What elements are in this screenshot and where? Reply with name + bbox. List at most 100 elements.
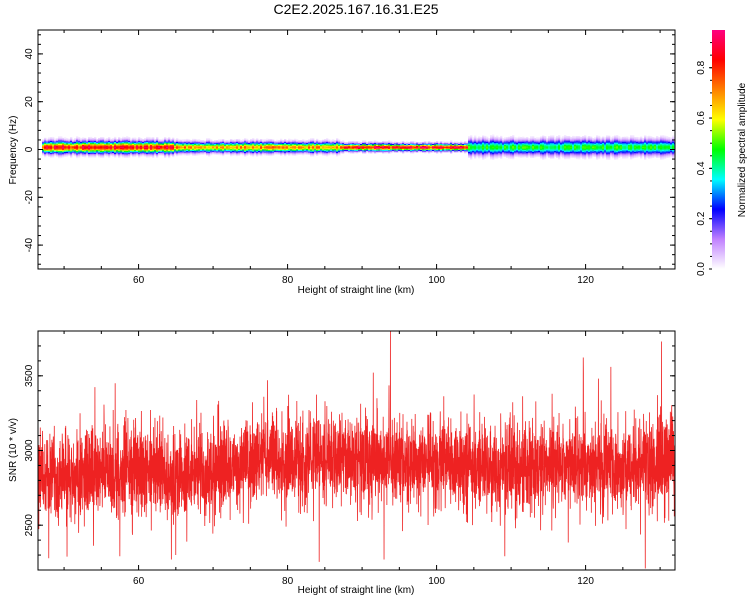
spectrogram-cell	[288, 147, 291, 149]
spectrogram-cell	[612, 143, 615, 146]
spectrogram-cell	[480, 152, 483, 155]
spectrogram-cell	[356, 142, 359, 144]
spectrogram-cell	[148, 154, 151, 157]
spectrogram-cell	[508, 136, 511, 139]
spectrogram-cell	[384, 148, 387, 150]
spectrogram-cell	[522, 137, 525, 140]
spectrogram-cell	[556, 148, 559, 150]
spectrogram-cell	[356, 148, 359, 150]
spectrogram-cell	[598, 147, 601, 150]
spectrogram-cell	[466, 146, 469, 148]
spectrogram-cell	[86, 140, 89, 142]
spectrogram-cell	[46, 150, 49, 153]
spectrogram-cell	[482, 151, 485, 153]
spectrogram-cell	[560, 153, 563, 155]
spectrogram-cell	[98, 142, 101, 145]
spectrogram-cell	[354, 144, 357, 147]
spectrogram-cell	[570, 153, 573, 156]
spectrogram-cell	[266, 152, 269, 155]
spectrogram-cell	[228, 149, 231, 151]
spectrogram-cell	[498, 143, 501, 145]
spectrogram-cell	[278, 143, 281, 146]
spectrogram-cell	[472, 154, 475, 156]
spectrogram-cell	[644, 136, 647, 139]
spectrogram-cell	[328, 152, 331, 155]
spectrogram-cell	[652, 151, 655, 154]
spectrogram-cell	[400, 141, 403, 143]
spectrogram-cell	[552, 139, 555, 141]
spectrogram-cell	[298, 142, 301, 145]
spectrogram-cell	[580, 156, 583, 158]
spectrogram-cell	[156, 141, 159, 144]
spectrogram-cell	[532, 142, 535, 144]
spectrogram-cell	[86, 154, 89, 156]
spectrogram-cell	[246, 138, 249, 141]
spectrogram-cell	[468, 150, 471, 153]
spectrogram-cell	[278, 145, 281, 148]
spectrogram-cell	[142, 151, 145, 153]
spectrogram-cell	[50, 148, 53, 151]
spectrogram-cell	[84, 141, 87, 143]
spectrogram-cell	[614, 146, 617, 148]
spectrogram-cell	[250, 139, 253, 141]
spectrogram-cell	[196, 151, 199, 154]
spectrogram-cell	[246, 143, 249, 146]
spectrogram-cell	[326, 154, 329, 157]
spectrogram-cell	[42, 147, 45, 150]
spectrogram-cell	[584, 148, 587, 151]
spectrogram-cell	[88, 152, 91, 155]
spectrogram-cell	[200, 153, 203, 155]
spectrogram-cell	[352, 141, 355, 143]
spectrogram-cell	[72, 140, 75, 143]
spectrogram-cell	[626, 149, 629, 152]
spectrogram-cell	[340, 148, 343, 150]
spectrogram-cell	[368, 143, 371, 145]
spectrogram-cell	[332, 146, 335, 149]
spectrogram-cell	[48, 153, 51, 155]
spectrogram-cell	[652, 139, 655, 142]
spectrogram-cell	[218, 141, 221, 144]
spectrogram-cell	[478, 150, 481, 153]
spectrogram-cell	[330, 143, 333, 145]
spectrogram-cell	[292, 145, 295, 148]
spectrogram-cell	[462, 150, 465, 153]
spectrogram-cell	[482, 140, 485, 142]
spectrogram-cell	[568, 155, 571, 157]
spectrogram-cell	[320, 142, 323, 144]
spectrogram-cell	[398, 143, 401, 146]
spectrogram-cell	[54, 142, 57, 144]
spectrogram-cell	[442, 151, 445, 153]
spectrogram-cell	[292, 143, 295, 145]
spectrogram-cell	[388, 152, 391, 154]
spectrogram-cell	[542, 154, 545, 157]
spectrogram-cell	[280, 154, 283, 156]
spectrogram-cell	[522, 154, 525, 157]
spectrogram-cell	[556, 156, 559, 158]
spectrogram-cell	[84, 154, 87, 157]
spectrogram-cell	[450, 147, 453, 150]
spectrogram-cell	[388, 149, 391, 152]
spectrogram-cell	[72, 150, 75, 152]
spectrogram-cell	[60, 156, 63, 159]
spectrogram-cell	[160, 143, 163, 145]
spectrogram-cell	[564, 142, 567, 144]
spectrogram-cell	[54, 145, 57, 148]
spectrogram-cell	[310, 152, 313, 155]
spectrogram-cell	[540, 156, 543, 159]
spectrogram-cell	[576, 138, 579, 141]
spectrogram-cell	[580, 152, 583, 154]
spectrogram-cell	[102, 145, 105, 148]
spectrogram-cell	[270, 140, 273, 142]
spectrogram-cell	[102, 154, 105, 156]
spectrogram-cell	[486, 146, 489, 148]
spectrogram-cell	[144, 146, 147, 149]
spectrogram-cell	[562, 153, 565, 155]
spectrogram-cell	[78, 156, 81, 158]
spectrogram-cell	[292, 149, 295, 151]
spectrogram-cell	[96, 154, 99, 157]
spectrogram-cell	[76, 151, 79, 154]
spectrogram-cell	[580, 141, 583, 144]
spectrogram-cell	[158, 141, 161, 144]
spectrogram-cell	[266, 146, 269, 149]
spectrogram-cell	[338, 154, 341, 156]
